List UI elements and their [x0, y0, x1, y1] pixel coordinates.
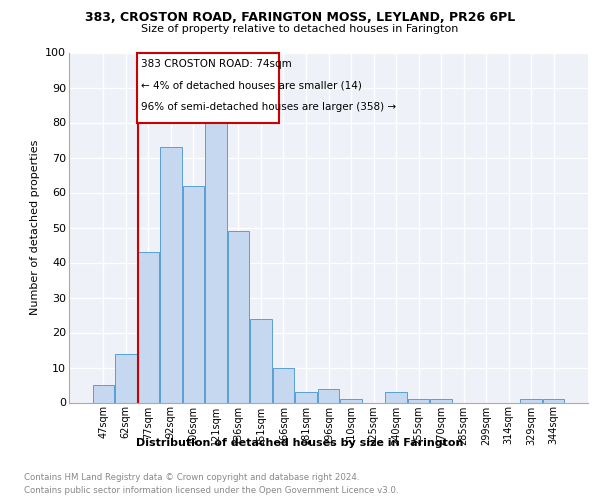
Text: Size of property relative to detached houses in Farington: Size of property relative to detached ho…: [142, 24, 458, 34]
Text: Contains public sector information licensed under the Open Government Licence v3: Contains public sector information licen…: [24, 486, 398, 495]
Y-axis label: Number of detached properties: Number of detached properties: [29, 140, 40, 315]
Bar: [115, 354, 137, 403]
Text: 383, CROSTON ROAD, FARINGTON MOSS, LEYLAND, PR26 6PL: 383, CROSTON ROAD, FARINGTON MOSS, LEYLA…: [85, 11, 515, 24]
Bar: [205, 116, 227, 403]
Bar: [273, 368, 294, 402]
Bar: [408, 399, 429, 402]
Text: 96% of semi-detached houses are larger (358) →: 96% of semi-detached houses are larger (…: [141, 102, 396, 112]
Bar: [228, 231, 249, 402]
Bar: [250, 318, 272, 402]
Bar: [182, 186, 204, 402]
Bar: [137, 252, 159, 402]
Text: 383 CROSTON ROAD: 74sqm: 383 CROSTON ROAD: 74sqm: [141, 59, 292, 69]
Bar: [543, 399, 565, 402]
Bar: [385, 392, 407, 402]
Bar: [340, 399, 362, 402]
FancyBboxPatch shape: [137, 52, 279, 122]
Bar: [520, 399, 542, 402]
Text: Distribution of detached houses by size in Farington: Distribution of detached houses by size …: [136, 438, 464, 448]
Bar: [160, 147, 182, 403]
Bar: [318, 388, 339, 402]
Bar: [430, 399, 452, 402]
Bar: [295, 392, 317, 402]
Text: ← 4% of detached houses are smaller (14): ← 4% of detached houses are smaller (14): [141, 80, 362, 90]
Text: Contains HM Land Registry data © Crown copyright and database right 2024.: Contains HM Land Registry data © Crown c…: [24, 472, 359, 482]
Bar: [92, 385, 114, 402]
